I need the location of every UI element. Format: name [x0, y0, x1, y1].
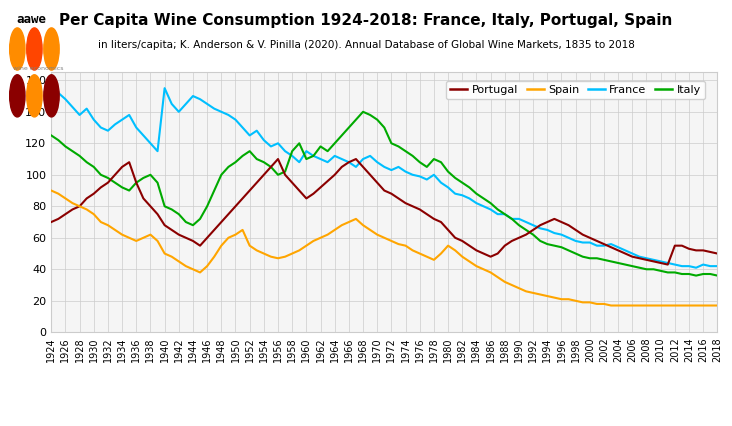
Text: aawe: aawe — [16, 13, 46, 26]
Circle shape — [10, 75, 25, 117]
Circle shape — [26, 75, 42, 117]
Text: in liters/capita; K. Anderson & V. Pinilla (2020). Annual Database of Global Win: in liters/capita; K. Anderson & V. Pinil… — [97, 40, 635, 50]
Legend: Portugal, Spain, France, Italy: Portugal, Spain, France, Italy — [446, 81, 705, 99]
Text: wine economics: wine economics — [13, 66, 64, 71]
Circle shape — [44, 75, 59, 117]
Circle shape — [26, 28, 42, 70]
Text: Per Capita Wine Consumption 1924-2018: France, Italy, Portugal, Spain: Per Capita Wine Consumption 1924-2018: F… — [59, 13, 673, 28]
Circle shape — [44, 28, 59, 70]
Circle shape — [10, 28, 25, 70]
